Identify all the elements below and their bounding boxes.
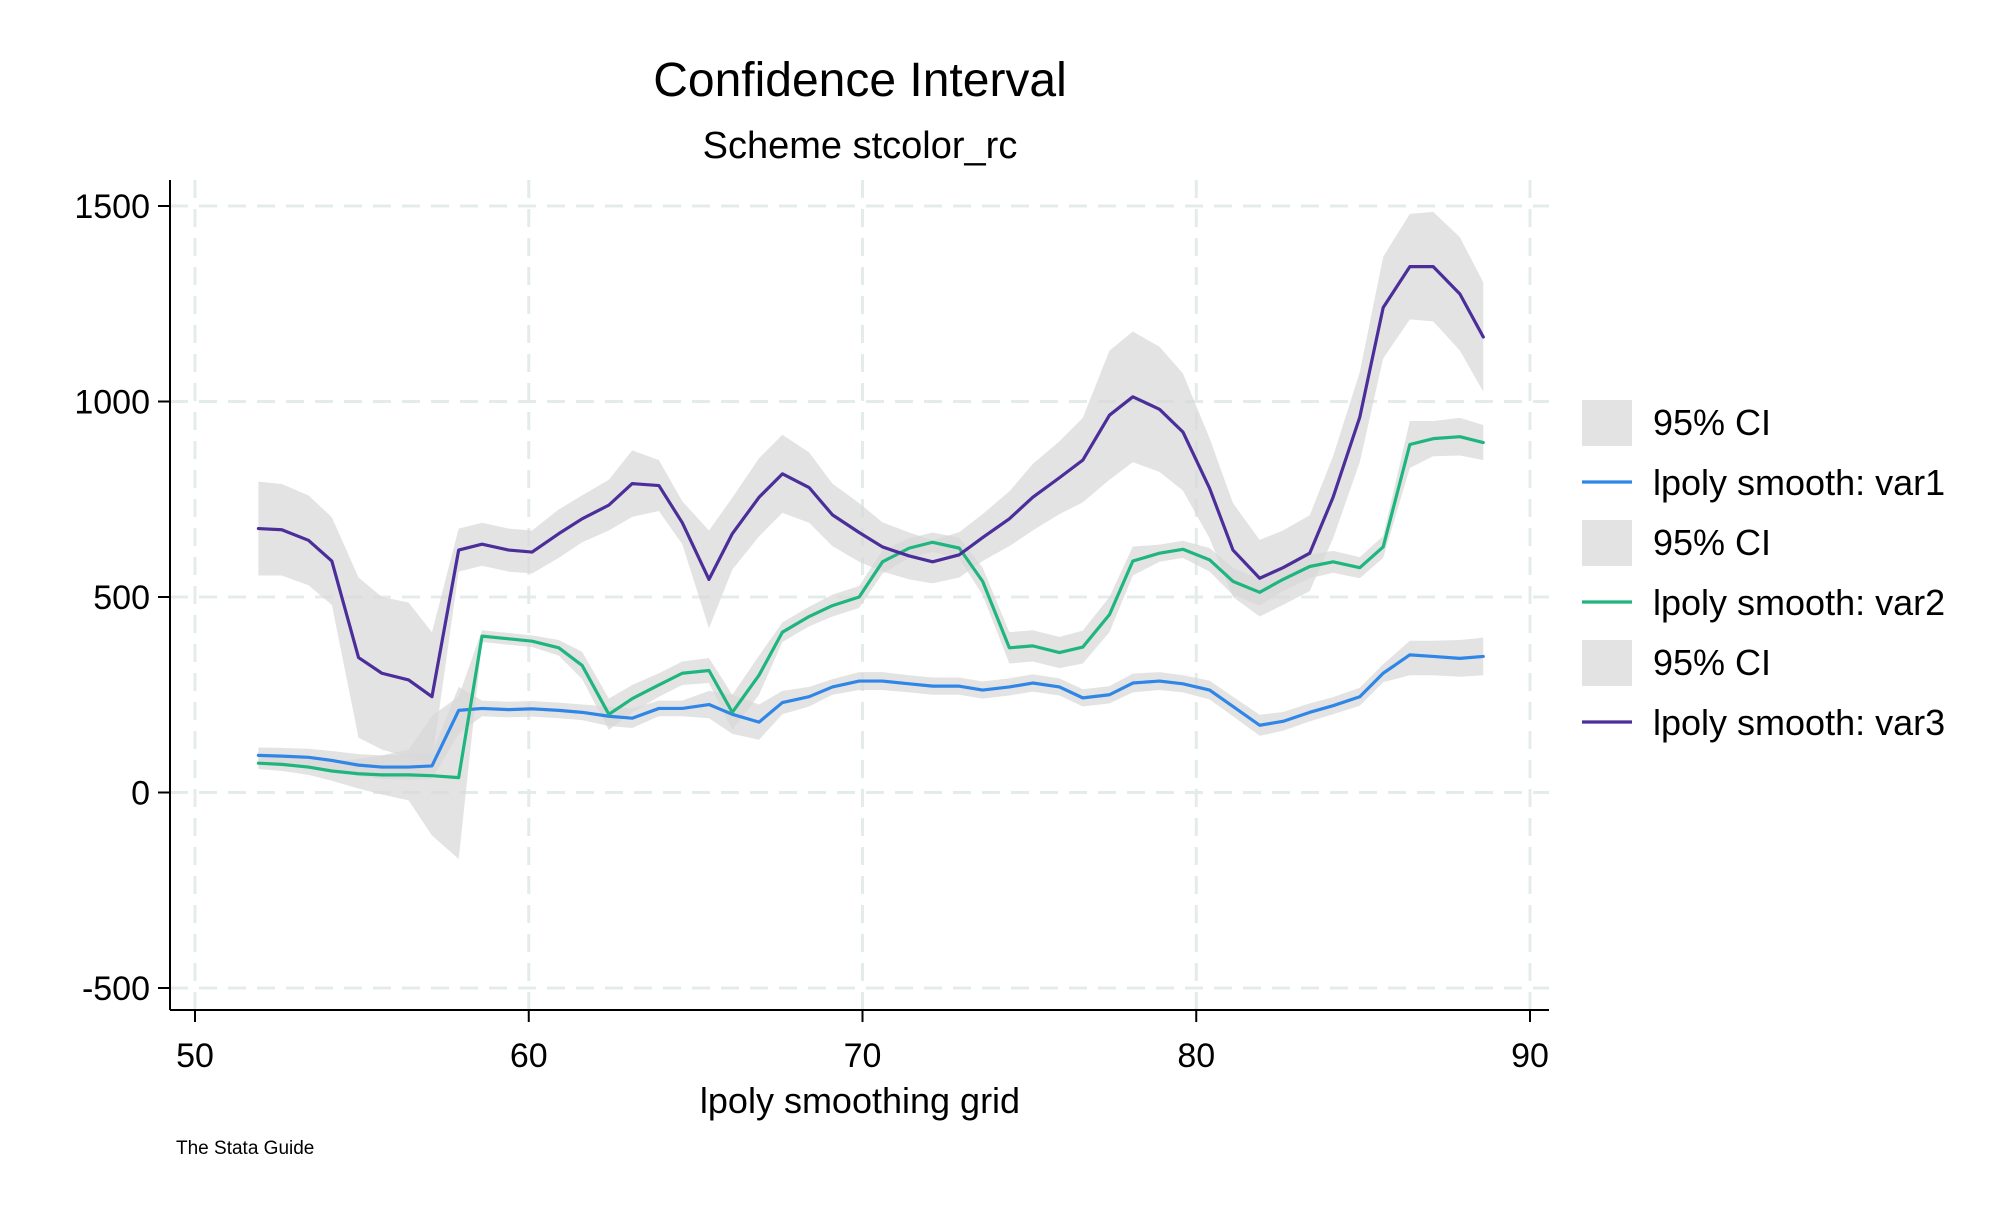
y-tick-label: 1500	[74, 188, 150, 226]
legend-ci-label: 95% CI	[1653, 642, 1771, 683]
confidence-bands	[258, 211, 1484, 859]
series-line-1	[256, 653, 1485, 769]
legend-series-label: lpoly smooth: var1	[1653, 462, 1945, 503]
y-tick-label: 500	[93, 579, 150, 617]
legend-item-series-1: lpoly smooth: var1	[1582, 462, 1945, 503]
chart-subtitle: Scheme stcolor_rc	[703, 125, 1018, 167]
axes: -500 0 500 1000 1500 50 60 70 80 90 lpoly smooth…	[74, 180, 1549, 1121]
legend-ci-label: 95% CI	[1653, 522, 1771, 563]
legend-series-label: lpoly smooth: var3	[1653, 702, 1945, 743]
y-axis-ticks: -500 0 500 1000 1500	[74, 188, 170, 1008]
legend-ci-swatch	[1582, 400, 1632, 446]
legend-ci-swatch	[1582, 520, 1632, 566]
legend-item-ci-1: 95% CI	[1582, 400, 1771, 446]
x-tick-label: 50	[176, 1037, 214, 1075]
y-tick-label: 0	[131, 775, 150, 813]
y-tick-label: -500	[82, 970, 150, 1008]
x-axis-title: lpoly smoothing grid	[700, 1080, 1020, 1121]
confidence-band-series-3	[258, 211, 1484, 762]
y-tick-label: 1000	[74, 384, 150, 422]
legend-ci-label: 95% CI	[1653, 402, 1771, 443]
chart-titles: Confidence Interval Scheme stcolor_rc	[653, 54, 1067, 167]
legend-item-ci-2: 95% CI	[1582, 520, 1771, 566]
x-tick-label: 80	[1177, 1037, 1215, 1075]
x-axis-ticks: 50 60 70 80 90	[176, 1010, 1549, 1075]
x-tick-label: 90	[1511, 1037, 1549, 1075]
legend: 95% CI lpoly smooth: var1 95% CI lpoly smoo…	[1582, 400, 1945, 743]
x-tick-label: 60	[510, 1037, 548, 1075]
series-line-3	[256, 265, 1485, 699]
chart-note: The Stata Guide	[176, 1138, 314, 1159]
legend-item-ci-3: 95% CI	[1582, 640, 1771, 686]
series-line-2	[256, 435, 1485, 780]
legend-ci-swatch	[1582, 640, 1632, 686]
x-tick-label: 70	[844, 1037, 882, 1075]
legend-item-series-3: lpoly smooth: var3	[1582, 702, 1945, 743]
series-lines	[256, 265, 1485, 780]
legend-series-label: lpoly smooth: var2	[1653, 582, 1945, 623]
legend-item-series-2: lpoly smooth: var2	[1582, 582, 1945, 623]
chart-title: Confidence Interval	[653, 54, 1067, 107]
